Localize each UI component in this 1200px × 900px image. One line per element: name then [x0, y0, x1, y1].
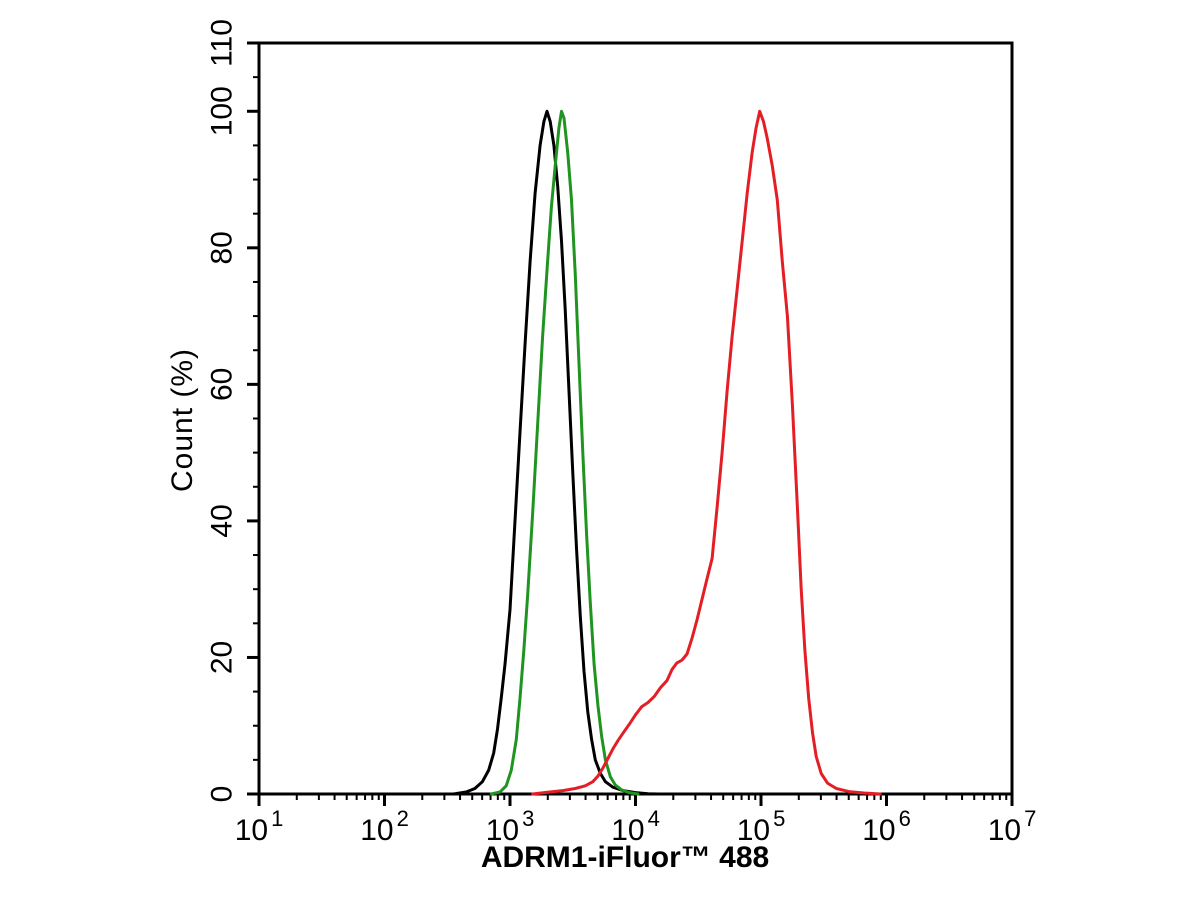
histogram-curve-red	[531, 109, 882, 796]
histogram-curve-black	[452, 109, 660, 796]
plot-border	[257, 41, 1014, 796]
y-tick-label: 100	[206, 86, 239, 136]
y-axis-title: Count (%)	[166, 347, 199, 493]
x-tick-label: 10 1	[235, 806, 284, 847]
y-tick-label: 110	[206, 19, 239, 67]
y-tick-label: 20	[206, 641, 239, 674]
x-tick-label: 10 4	[611, 806, 660, 847]
y-axis-ticks: 0 20 40 60 80 100 110	[206, 19, 259, 803]
x-tick-label: 10 6	[862, 806, 911, 847]
x-axis-title: ADRM1-iFluor™ 488	[480, 841, 770, 874]
x-tick-label: 10 5	[737, 806, 786, 847]
y-tick-label: 80	[206, 231, 239, 264]
y-tick-label: 40	[206, 504, 239, 537]
x-tick-label: 10 2	[360, 806, 409, 847]
y-tick-label: 60	[206, 368, 239, 401]
y-tick-label: 0	[206, 786, 239, 803]
x-axis-ticks: 10 1 10 2 10 3 10 4 10 5 10 6 10 7	[235, 794, 1037, 847]
x-tick-label: 10 3	[486, 806, 535, 847]
histogram-curve-green	[489, 109, 640, 796]
x-tick-label: 10 7	[988, 806, 1037, 847]
